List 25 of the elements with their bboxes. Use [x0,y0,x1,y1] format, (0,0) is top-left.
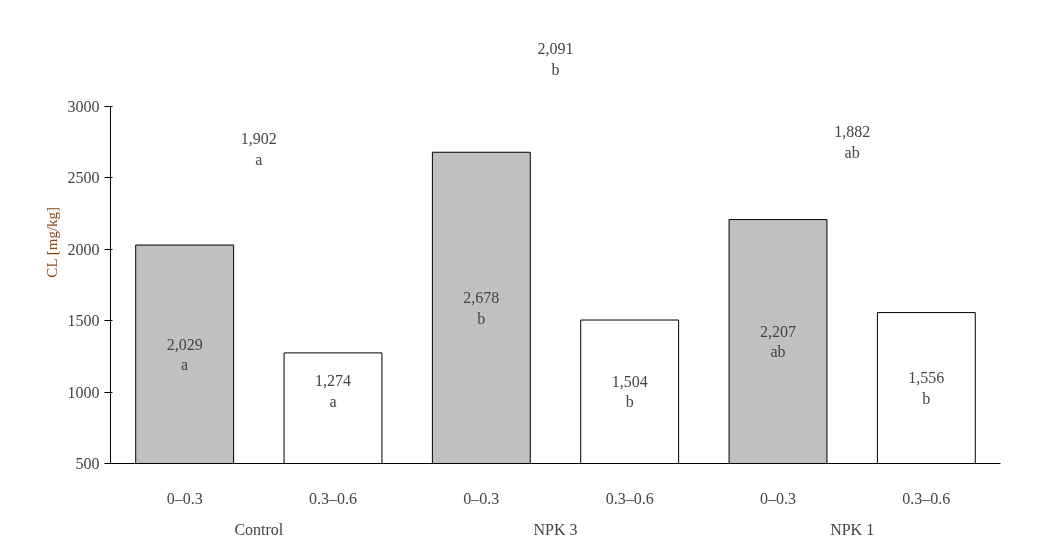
data-label: 2,029 a [166,335,203,373]
text: Control [234,520,284,538]
x-tick-label: 0–0.3 [760,489,796,507]
text: NPK 3 [533,520,578,538]
text: NPK 1 [830,520,875,538]
data-label: 1,274 a [315,372,351,410]
x-tick-label: 0.3–0.6 [902,489,951,507]
annotation: 1,902 a [240,130,277,168]
data-label: 2,207 ab [760,322,796,361]
data-label: 1,504 b [611,373,648,411]
x-tick-label: 0.3–0.6 [309,489,357,507]
x-tick-label: 0–0.3 [166,489,203,507]
y-tick-label: 500 [75,455,100,472]
x-tick-label: 0.3–0.6 [605,489,654,507]
y-tick-label: 1500 [67,312,100,330]
y-tick-label: 2500 [67,169,100,187]
annotation: 1,882 ab [834,123,871,161]
y-axis-title: CL [mg/kg] [43,206,60,278]
y-tick-label: 1000 [67,383,100,401]
text: 2,091 b [537,40,574,78]
x-tick-label: 0–0.3 [463,489,500,507]
y-tick-label: 3000 [67,97,100,115]
y-tick-label: 2000 [67,240,100,258]
data-label: 2,678 b [463,289,500,327]
data-label: 1,556 b [908,369,945,407]
